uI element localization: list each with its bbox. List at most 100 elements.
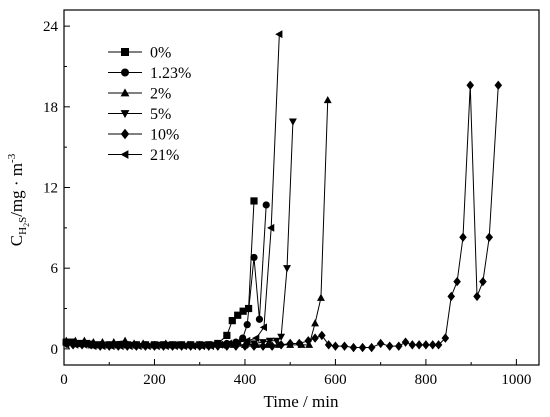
- data-point: [243, 336, 251, 345]
- data-point: [134, 342, 142, 351]
- data-point: [80, 340, 88, 349]
- data-point: [250, 197, 258, 205]
- data-point: [250, 253, 258, 262]
- series-line: [66, 85, 499, 349]
- data-point: [349, 342, 358, 353]
- x-tick-label: 200: [143, 372, 166, 388]
- x-tick-label: 600: [324, 372, 347, 388]
- legend-label: 1.23%: [150, 65, 191, 82]
- legend-marker: [121, 68, 129, 77]
- data-point: [250, 341, 258, 351]
- data-point: [358, 342, 367, 353]
- y-tick-label: 12: [43, 181, 58, 197]
- series-2: [62, 95, 332, 348]
- data-point: [215, 340, 224, 349]
- data-point: [224, 339, 233, 348]
- series-line: [66, 204, 267, 346]
- legend-item: 2%: [108, 86, 171, 103]
- y-tick-label: 24: [43, 19, 59, 35]
- data-point: [277, 333, 286, 341]
- series-0: [62, 197, 258, 349]
- data-point: [283, 265, 291, 273]
- data-point: [71, 340, 79, 349]
- data-point: [286, 338, 294, 349]
- series-4: [62, 80, 503, 353]
- data-point: [116, 342, 124, 351]
- data-point: [259, 323, 268, 332]
- data-point: [311, 319, 320, 327]
- data-point: [223, 331, 231, 340]
- legend-label: 0%: [150, 45, 171, 62]
- data-point: [485, 232, 494, 242]
- data-point: [255, 315, 264, 323]
- legend-label: 10%: [150, 127, 179, 144]
- data-point: [415, 340, 423, 350]
- data-point: [401, 337, 410, 347]
- data-point: [494, 80, 503, 90]
- data-point: [434, 340, 443, 350]
- data-point: [179, 342, 187, 351]
- legend-marker: [120, 150, 129, 159]
- legend-item: 10%: [108, 127, 179, 144]
- data-point: [107, 342, 115, 351]
- data-point: [223, 341, 231, 351]
- data-point: [408, 340, 417, 350]
- x-tick-label: 0: [60, 372, 68, 388]
- data-point: [232, 341, 240, 351]
- data-point: [89, 342, 97, 351]
- data-point: [241, 341, 249, 351]
- y-tick-label: 0: [51, 342, 59, 358]
- data-point: [323, 95, 332, 104]
- data-point: [188, 342, 196, 351]
- data-point: [304, 336, 313, 346]
- data-point: [234, 338, 242, 347]
- data-point: [376, 338, 385, 349]
- x-tick-label: 800: [415, 372, 438, 388]
- legend-marker: [120, 128, 130, 140]
- y-tick-label: 6: [51, 261, 59, 277]
- legend: 0% 1.23% 2% 5% 10% 21%: [108, 45, 191, 164]
- y-axis-title-sub: H: [17, 227, 29, 235]
- data-point: [214, 341, 222, 351]
- legend-label: 21%: [150, 147, 179, 164]
- series-5: [62, 30, 283, 351]
- legend-marker: [121, 48, 129, 56]
- data-point: [259, 341, 267, 351]
- data-point: [367, 342, 376, 353]
- data-point: [479, 276, 487, 287]
- data-point: [340, 341, 349, 351]
- y-axis-title-unit-sup: -3: [6, 153, 18, 163]
- data-point: [228, 317, 236, 325]
- data-point: [152, 342, 160, 351]
- plot-frame: [63, 9, 540, 366]
- data-point: [453, 276, 461, 287]
- data-point: [316, 293, 325, 301]
- y-axis-title-main: C: [7, 235, 26, 246]
- data-point: [252, 334, 260, 343]
- data-point: [311, 333, 319, 343]
- data-point: [428, 340, 437, 350]
- data-point: [473, 291, 481, 302]
- y-tick-label: 18: [43, 100, 58, 116]
- x-tick-label: 1000: [501, 372, 531, 388]
- data-point: [234, 311, 242, 319]
- data-point: [288, 118, 297, 126]
- data-point: [295, 338, 304, 349]
- data-point: [143, 342, 151, 351]
- series-3: [62, 118, 297, 349]
- data-point: [394, 341, 403, 351]
- data-point: [239, 307, 247, 315]
- data-point: [62, 340, 70, 349]
- data-point: [125, 342, 133, 351]
- y-axis-title-unit: /mg · m: [7, 163, 26, 217]
- data-point: [243, 321, 251, 329]
- data-point: [331, 341, 340, 351]
- data-point: [272, 337, 281, 345]
- data-point: [265, 337, 274, 345]
- y-axis-title-after-sub: S: [17, 217, 29, 223]
- data-point: [170, 342, 178, 351]
- legend-marker: [120, 110, 130, 119]
- data-point: [206, 342, 215, 351]
- data-point: [262, 201, 270, 209]
